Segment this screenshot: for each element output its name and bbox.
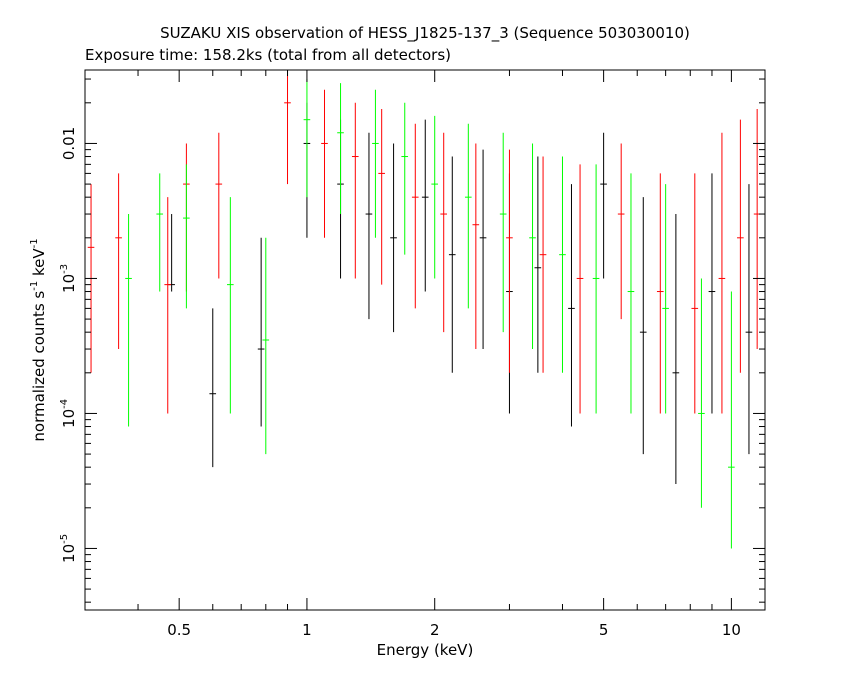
x-tick-label: 2 (430, 621, 440, 639)
x-tick-label: 1 (302, 621, 312, 639)
series-2 (125, 79, 735, 549)
y-tick-label-base: 0.01 (60, 127, 78, 160)
y-tick-label-base: 10 (60, 274, 78, 293)
y-tick-label-base: 10 (60, 409, 78, 428)
data-point (411, 123, 419, 309)
data-point (499, 132, 507, 333)
data-point (656, 173, 664, 414)
data-point (708, 173, 716, 414)
data-point (559, 156, 566, 373)
data-point (576, 164, 584, 414)
chart-title: SUZAKU XIS observation of HESS_J1825-137… (160, 24, 690, 43)
data-point (215, 132, 223, 279)
y-tick-label: 10-3 (59, 264, 78, 293)
data-point (698, 278, 705, 508)
tick-marks (84, 70, 765, 610)
data-point (421, 119, 429, 292)
data-point (672, 214, 680, 485)
data-point (745, 184, 753, 455)
data-point (534, 156, 542, 373)
data-point (617, 143, 625, 320)
series-1 (87, 70, 761, 414)
y-tick-label-exp: -4 (59, 399, 70, 409)
y-axis-label: normalized counts s-1 keV-1 (29, 238, 48, 441)
data-point (718, 132, 726, 414)
chart-subtitle: Exposure time: 158.2ks (total from all d… (85, 46, 451, 64)
data-point (529, 143, 536, 350)
data-point (378, 108, 385, 285)
data-point (115, 173, 122, 350)
data-point (390, 143, 397, 333)
y-axis-label-main: normalized counts s (30, 291, 48, 442)
data-point (639, 197, 647, 455)
data-point (627, 173, 635, 414)
data-point (539, 156, 547, 373)
data-point (753, 108, 761, 350)
data-point (168, 214, 175, 292)
plot-frame (84, 69, 766, 611)
data-point (351, 102, 359, 279)
data-point (728, 291, 735, 549)
y-tick-label: 10-5 (59, 534, 78, 563)
y-tick-label-base: 10 (60, 544, 78, 563)
y-tick-label: 10-4 (59, 399, 78, 428)
y-axis-label-mid: keV (30, 248, 48, 281)
data-point (303, 79, 311, 198)
data-point (226, 197, 234, 414)
data-point (321, 89, 328, 238)
data-point (431, 115, 438, 279)
data-point (662, 184, 669, 414)
x-tick-label: 0.5 (167, 621, 191, 639)
data-point (737, 119, 744, 373)
data-point (448, 156, 456, 373)
y-axis-label-sup2: -1 (29, 238, 40, 248)
data-point (209, 308, 217, 468)
data-point (506, 149, 513, 373)
data-point (691, 173, 699, 414)
data-point (284, 70, 291, 185)
data-point (472, 143, 480, 350)
data-layer (87, 70, 761, 549)
data-point (479, 149, 487, 350)
data-point (401, 102, 409, 255)
data-point (337, 83, 344, 215)
data-point (125, 214, 132, 427)
data-point (600, 132, 607, 279)
y-tick-label: 0.01 (60, 127, 78, 160)
data-point (592, 164, 600, 414)
data-point (257, 237, 265, 427)
y-tick-label-exp: -3 (59, 264, 70, 274)
data-point (365, 132, 373, 320)
x-axis-label: Energy (keV) (377, 641, 474, 659)
data-point (464, 123, 472, 309)
data-point (372, 89, 379, 238)
data-point (164, 197, 172, 414)
x-tick-label: 5 (599, 621, 609, 639)
y-tick-label-exp: -5 (59, 534, 70, 544)
x-tick-label: 10 (722, 621, 741, 639)
data-point (262, 237, 270, 455)
series-0 (168, 102, 753, 485)
data-point (568, 184, 575, 427)
data-point (440, 132, 447, 333)
data-point (183, 164, 190, 309)
data-point (156, 173, 164, 292)
y-axis-label-sup1: -1 (29, 281, 40, 291)
